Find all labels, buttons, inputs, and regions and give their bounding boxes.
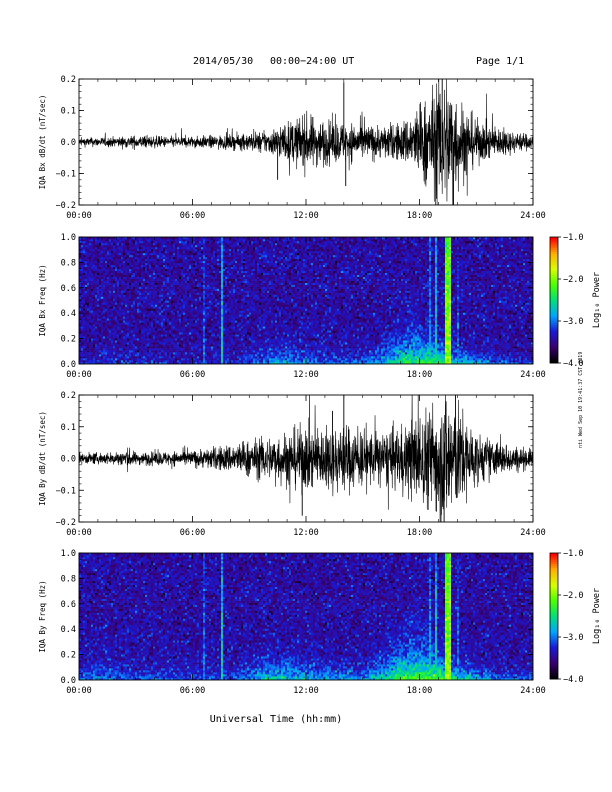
y-axis-label: IQA By dB/dt (nT/sec) bbox=[38, 411, 47, 506]
y-tick-label: 0.1 bbox=[61, 107, 76, 117]
y-tick-label: −0.2 bbox=[56, 518, 76, 528]
y-tick-label: 0.0 bbox=[61, 138, 76, 148]
header-range: 00:00−24:00 UT bbox=[270, 56, 354, 67]
x-tick-label: 00:00 bbox=[66, 528, 92, 538]
y-tick-label: 0.0 bbox=[61, 455, 76, 465]
x-tick-label: 06:00 bbox=[180, 370, 206, 380]
y-tick-label: 0.0 bbox=[61, 360, 76, 370]
panel-by-spectrogram: −1.0 −2.0 −3.0 −4.0 Log₁₀ Power 0.0 0.2 0.4 0.6 0… bbox=[38, 549, 602, 696]
y-tick-label: 0.8 bbox=[61, 258, 76, 268]
series-trace bbox=[79, 395, 533, 522]
y-tick-label: 0.4 bbox=[61, 625, 76, 635]
series-trace bbox=[79, 79, 533, 205]
y-tick-label: 0.0 bbox=[61, 676, 76, 686]
colorbar-tick-label: −2.0 bbox=[563, 591, 583, 601]
y-axis-label: IQA By Freq (Hz) bbox=[38, 580, 47, 652]
colorbar: −1.0 −2.0 −3.0 −4.0 Log₁₀ Power bbox=[549, 233, 602, 369]
y-axis-label: IQA Bx dB/dt (nT/sec) bbox=[38, 95, 47, 190]
y-tick-label: 0.6 bbox=[61, 600, 76, 610]
x-tick-label: 12:00 bbox=[293, 211, 319, 221]
x-tick-label: 24:00 bbox=[520, 370, 546, 380]
y-tick-label: 0.4 bbox=[61, 309, 76, 319]
x-tick-label: 00:00 bbox=[66, 211, 92, 221]
y-tick-label: 0.2 bbox=[61, 651, 76, 661]
x-tick-label: 06:00 bbox=[180, 211, 206, 221]
colorbar-tick-label: −4.0 bbox=[563, 359, 583, 369]
x-tick-label: 06:00 bbox=[180, 528, 206, 538]
y-tick-label: 1.0 bbox=[61, 549, 76, 559]
x-tick-label: 18:00 bbox=[407, 370, 433, 380]
x-tick-label: 00:00 bbox=[66, 686, 92, 696]
x-tick-label: 24:00 bbox=[520, 211, 546, 221]
panel-bx-dbdt: −0.2 −0.1 0.0 0.1 0.2 00:00 06:00 12:00 18:00 24:… bbox=[38, 75, 546, 221]
y-tick-label: −0.2 bbox=[56, 201, 76, 211]
colorbar-label: Log₁₀ Power bbox=[592, 272, 602, 328]
side-stamp: nti Wed Sep 10 19:41:37 CST 2019 bbox=[578, 352, 584, 448]
colorbar: −1.0 −2.0 −3.0 −4.0 Log₁₀ Power bbox=[549, 549, 602, 685]
x-tick-label: 18:00 bbox=[407, 528, 433, 538]
header-page: Page 1/1 bbox=[476, 56, 524, 67]
y-axis-label: IQA Bx Freq (Hz) bbox=[38, 264, 47, 336]
colorbar-tick-label: −1.0 bbox=[563, 549, 583, 559]
x-tick-label: 24:00 bbox=[520, 686, 546, 696]
y-tick-label: 0.2 bbox=[61, 391, 76, 401]
y-tick-label: 1.0 bbox=[61, 233, 76, 243]
colorbar-tick-label: −1.0 bbox=[563, 233, 583, 243]
x-tick-label: 18:00 bbox=[407, 686, 433, 696]
y-tick-label: 0.8 bbox=[61, 574, 76, 584]
y-tick-label: 0.2 bbox=[61, 75, 76, 85]
spectrogram-cells bbox=[79, 553, 533, 680]
x-tick-label: 24:00 bbox=[520, 528, 546, 538]
x-axis-label: Universal Time (hh:mm) bbox=[210, 714, 342, 725]
y-tick-label: −0.1 bbox=[56, 170, 76, 180]
y-tick-label: 0.2 bbox=[61, 335, 76, 345]
y-tick-label: −0.1 bbox=[56, 486, 76, 496]
panel-by-dbdt: −0.2 −0.1 0.0 0.1 0.2 00:00 06:00 12:00 18:00 24:… bbox=[38, 391, 546, 538]
x-tick-label: 18:00 bbox=[407, 211, 433, 221]
colorbar-tick-label: −3.0 bbox=[563, 633, 583, 643]
y-tick-label: 0.1 bbox=[61, 423, 76, 433]
colorbar-tick-label: −4.0 bbox=[563, 675, 583, 685]
y-tick-label: 0.6 bbox=[61, 284, 76, 294]
colorbar-label: Log₁₀ Power bbox=[592, 588, 602, 644]
panel-bx-spectrogram: −1.0 −2.0 −3.0 −4.0 Log₁₀ Power 0.0 0.2 0.4 0.6 0… bbox=[38, 233, 602, 380]
x-tick-label: 00:00 bbox=[66, 370, 92, 380]
colorbar-tick-label: −2.0 bbox=[563, 275, 583, 285]
header-date: 2014/05/30 bbox=[193, 56, 253, 67]
x-tick-label: 12:00 bbox=[293, 370, 319, 380]
spectrogram-cells bbox=[79, 237, 533, 364]
x-tick-label: 12:00 bbox=[293, 528, 319, 538]
x-tick-label: 06:00 bbox=[180, 686, 206, 696]
colorbar-tick-label: −3.0 bbox=[563, 317, 583, 327]
x-tick-label: 12:00 bbox=[293, 686, 319, 696]
